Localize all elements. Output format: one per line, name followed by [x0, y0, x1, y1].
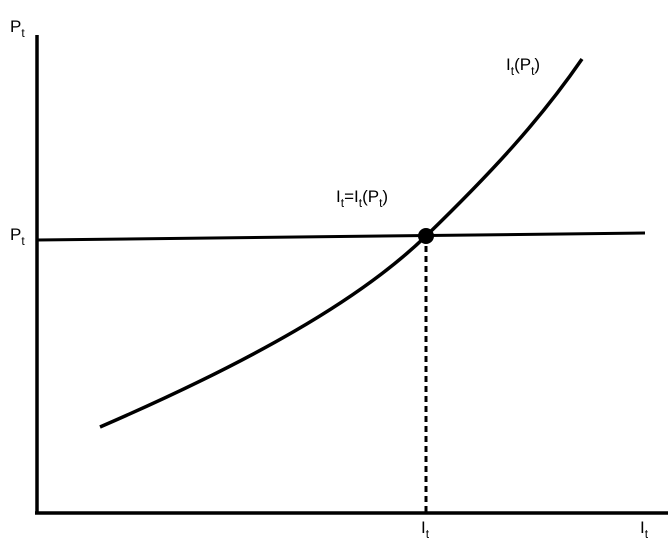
equilibrium-point — [418, 228, 434, 244]
label-text: I — [506, 55, 511, 74]
equilibrium-label: It=It(Pt) — [336, 187, 388, 210]
label-text: (P — [514, 55, 531, 74]
subscript: t — [531, 64, 535, 78]
label-text: I — [421, 518, 426, 537]
price-line — [36, 231, 646, 242]
subscript: t — [341, 196, 345, 210]
subscript: t — [359, 196, 363, 210]
label-text: I — [336, 187, 341, 206]
subscript: t — [21, 26, 25, 40]
equilibrium-quantity-label: It — [421, 518, 430, 541]
subscript: t — [379, 196, 383, 210]
label-text: ) — [534, 55, 540, 74]
label-text: P — [10, 17, 21, 36]
label-text: P — [10, 225, 21, 244]
subscript: t — [645, 527, 649, 541]
subscript: t — [511, 64, 515, 78]
investment-curve — [99, 58, 584, 429]
subscript: t — [426, 527, 430, 541]
label-text: (P — [362, 187, 379, 206]
label-text: I — [640, 518, 645, 537]
price-level-label: Pt — [10, 225, 25, 248]
subscript: t — [21, 234, 25, 248]
x-axis-label: It — [640, 518, 649, 541]
label-text: =I — [344, 187, 359, 206]
curve-label: It(Pt) — [506, 55, 540, 78]
label-text: ) — [382, 187, 388, 206]
y-axis-label: Pt — [10, 17, 25, 40]
